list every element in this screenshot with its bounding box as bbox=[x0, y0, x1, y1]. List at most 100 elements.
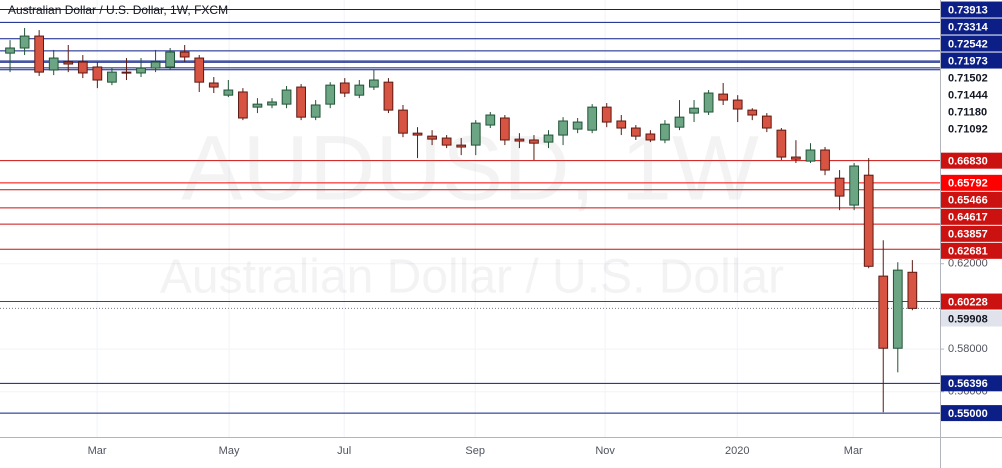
price-tag-label: 0.73913 bbox=[948, 4, 988, 16]
grid bbox=[0, 0, 940, 437]
candle-body bbox=[499, 117, 510, 141]
y-tick-label: 0.62000 bbox=[948, 258, 988, 270]
candle-body bbox=[558, 120, 568, 136]
price-tag-label: 0.60228 bbox=[948, 296, 988, 308]
candle-body bbox=[470, 122, 481, 146]
price-tag bbox=[941, 405, 1002, 422]
candle-body bbox=[339, 82, 350, 94]
candle-body bbox=[63, 61, 74, 65]
price-tag-label: 0.71180 bbox=[948, 106, 987, 118]
y-tick-label: 0.58000 bbox=[948, 343, 988, 355]
price-tag-label: 0.65466 bbox=[948, 195, 988, 207]
price-tag-label: 0.71502 bbox=[948, 72, 988, 84]
watermark-subtitle: Australian Dollar / U.S. Dollar bbox=[160, 251, 784, 304]
candle-body bbox=[529, 139, 539, 144]
x-tick-label: Jul bbox=[337, 445, 351, 457]
price-tag-label: 0.71973 bbox=[948, 55, 988, 67]
candle-body bbox=[805, 149, 816, 162]
candle-body bbox=[398, 109, 408, 134]
price-tag bbox=[941, 152, 1002, 169]
candle-body bbox=[761, 115, 772, 129]
price-tag-label: 0.71092 bbox=[948, 123, 988, 135]
price-tag bbox=[941, 242, 1002, 259]
candle-body bbox=[485, 114, 496, 126]
candle-body bbox=[456, 144, 467, 148]
candle-body bbox=[732, 99, 743, 110]
candle-body bbox=[223, 89, 234, 96]
candle-body bbox=[383, 81, 394, 111]
x-tick-label: Sep bbox=[465, 445, 485, 457]
plot bbox=[5, 27, 918, 413]
candle-body bbox=[165, 51, 175, 68]
price-tag bbox=[941, 225, 1002, 242]
candle-body bbox=[281, 89, 292, 105]
candle-body bbox=[427, 135, 437, 140]
candle-body bbox=[791, 156, 801, 160]
candle-body bbox=[645, 133, 656, 141]
candle-body bbox=[878, 275, 889, 349]
price-tag-label: 0.59908 bbox=[948, 313, 988, 325]
candle-body bbox=[296, 86, 306, 118]
candle-body bbox=[77, 61, 88, 74]
candle-body bbox=[194, 57, 205, 83]
axis: Mar May Jul Sep Nov 2020 Mar0.560000.580000.62… bbox=[88, 1, 1002, 457]
candle-body bbox=[601, 106, 612, 123]
price-tag-label: 0.65792 bbox=[948, 178, 988, 190]
candle-body bbox=[325, 84, 336, 105]
candle-body bbox=[34, 35, 45, 73]
candle-body bbox=[121, 71, 132, 74]
price-tag bbox=[941, 208, 1002, 225]
x-tick-label: May bbox=[219, 445, 240, 457]
candle-body bbox=[907, 271, 918, 309]
price-tag-label: 0.63857 bbox=[948, 229, 988, 241]
candle-body bbox=[238, 91, 248, 119]
candle-body bbox=[863, 174, 874, 267]
candle-body bbox=[354, 84, 365, 96]
candle-body bbox=[48, 57, 59, 71]
price-tag-label: 0.72542 bbox=[948, 38, 988, 50]
candle-body bbox=[718, 93, 729, 101]
price-tag bbox=[941, 103, 1002, 120]
candle-body bbox=[892, 269, 903, 349]
candle-body bbox=[252, 103, 263, 108]
price-tag bbox=[941, 52, 1002, 69]
price-tag bbox=[941, 35, 1002, 52]
candle-body bbox=[369, 79, 379, 88]
x-tick-label: Nov bbox=[595, 445, 615, 457]
candle-body bbox=[267, 101, 277, 106]
price-tag bbox=[941, 310, 1002, 327]
candle-body bbox=[5, 47, 15, 54]
candle-body bbox=[747, 109, 758, 116]
price-tag bbox=[941, 120, 1002, 137]
candle-body bbox=[107, 71, 117, 83]
price-tag-label: 0.55000 bbox=[948, 408, 988, 420]
price-tag bbox=[941, 191, 1002, 208]
price-tag-label: 0.73314 bbox=[948, 21, 989, 33]
candle-body bbox=[412, 132, 423, 136]
price-tag bbox=[941, 69, 1002, 86]
candle-body bbox=[441, 137, 452, 146]
candle-body bbox=[179, 51, 190, 58]
candle-body bbox=[208, 82, 219, 88]
chart-title: Australian Dollar / U.S. Dollar, 1W, FXC… bbox=[8, 3, 228, 17]
candle-body bbox=[572, 121, 583, 130]
price-tag bbox=[941, 1, 1002, 18]
price-tag-label: 0.71444 bbox=[948, 89, 989, 101]
candle-body bbox=[820, 149, 830, 171]
candle-body bbox=[19, 35, 30, 49]
candle-body bbox=[92, 66, 103, 81]
x-tick-label: Mar bbox=[844, 445, 863, 457]
price-tag-label: 0.62681 bbox=[948, 246, 988, 258]
price-tag-label: 0.64617 bbox=[948, 212, 988, 224]
price-tag bbox=[941, 174, 1002, 191]
candle-body bbox=[150, 61, 161, 69]
candle-body bbox=[660, 123, 670, 141]
candle-body bbox=[310, 104, 321, 118]
watermark: AUDUSD, 1W bbox=[181, 117, 759, 219]
candle-body bbox=[136, 67, 146, 74]
candle-body bbox=[630, 127, 641, 137]
candle-body bbox=[674, 116, 685, 128]
candle-body bbox=[776, 129, 787, 158]
